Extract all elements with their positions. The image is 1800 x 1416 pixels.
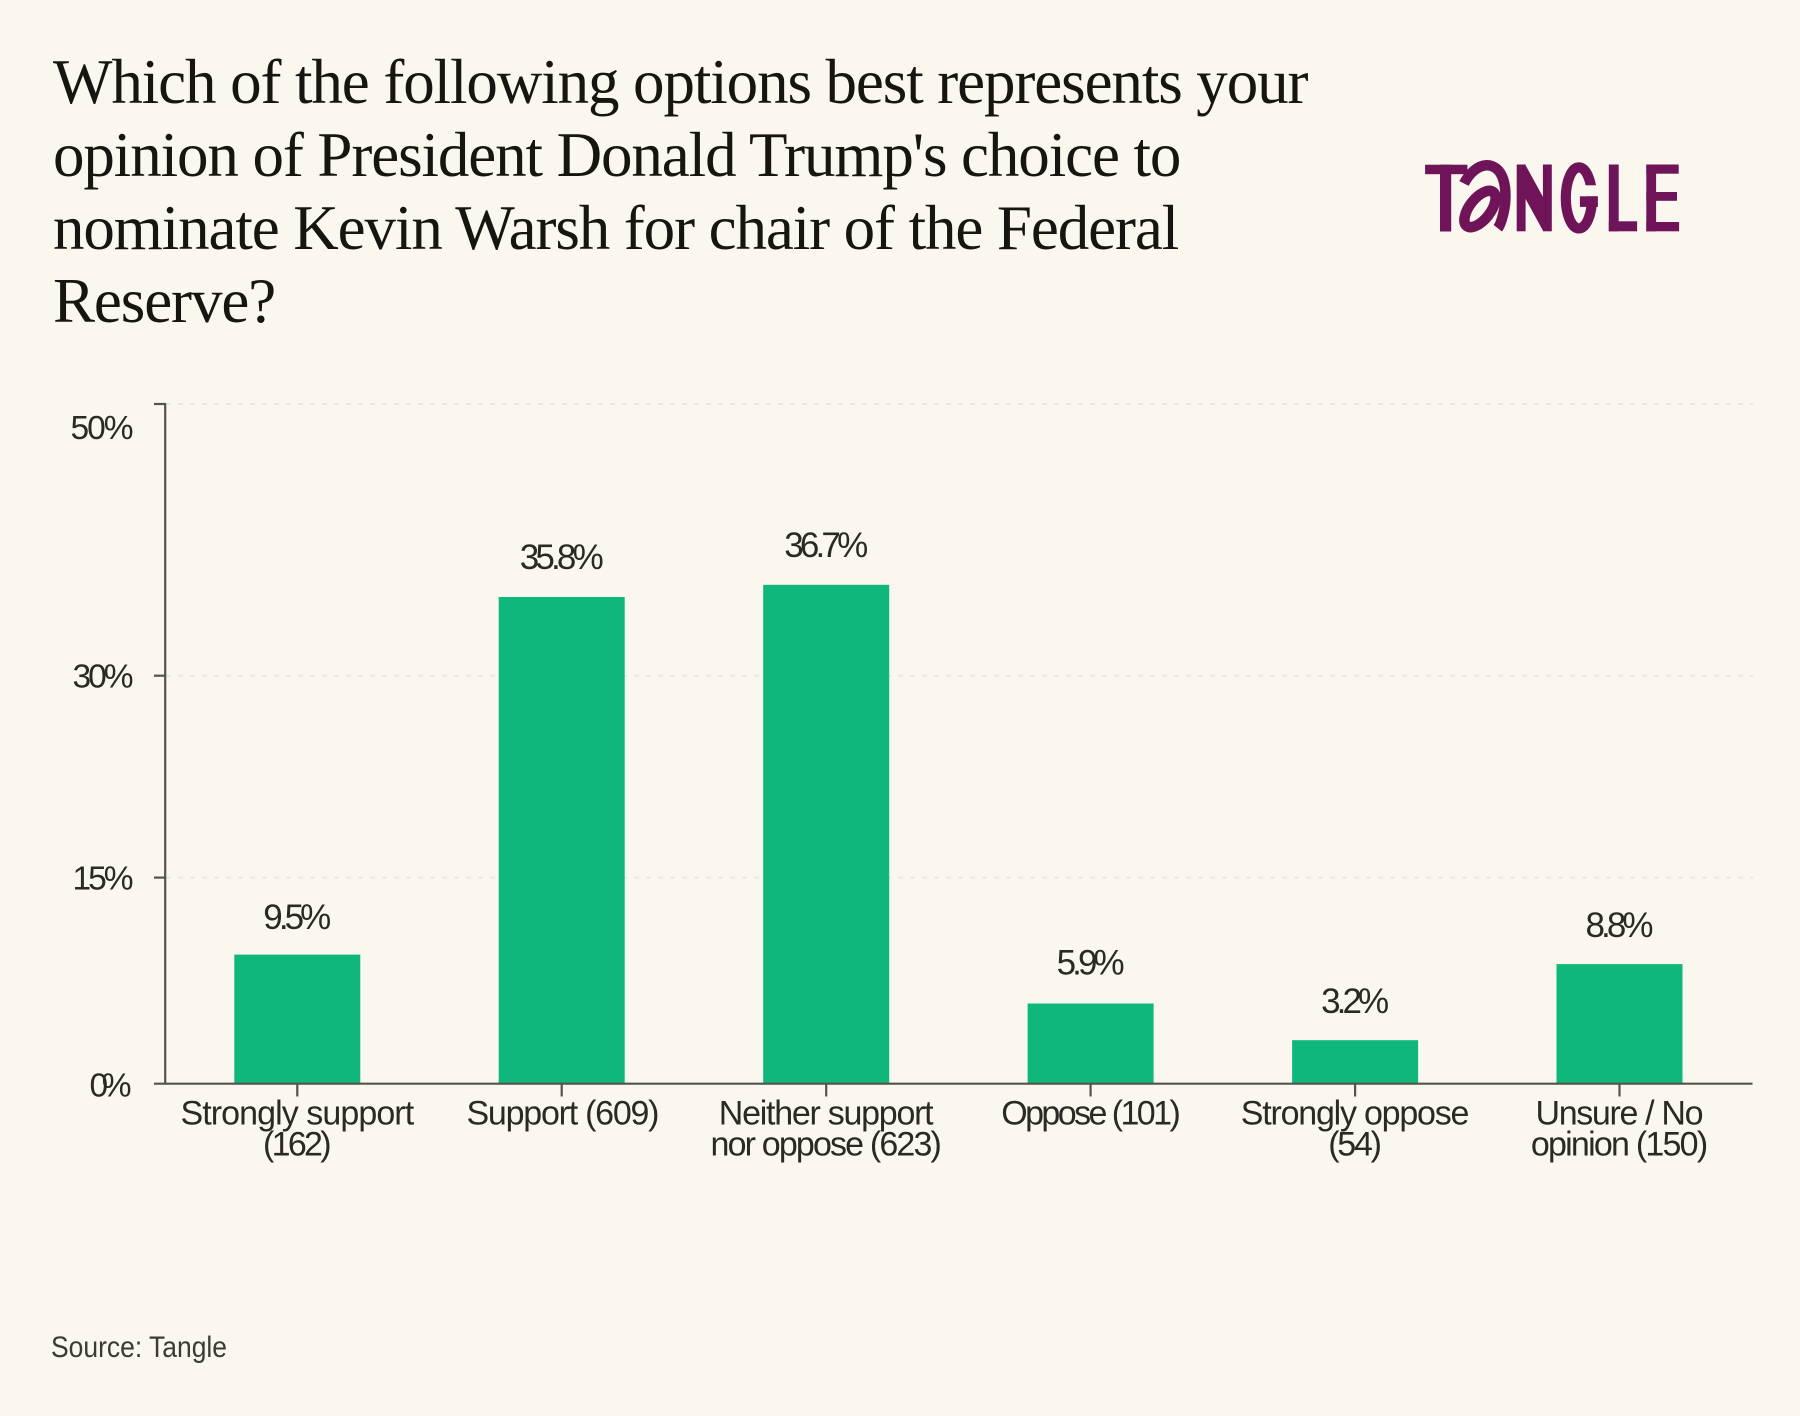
svg-text:0%: 0% [90,1068,132,1105]
svg-text:8.8%: 8.8% [1586,906,1654,945]
svg-text:36.7%: 36.7% [784,526,868,565]
svg-text:opinion (150): opinion (150) [1531,1126,1708,1164]
svg-text:30%: 30% [73,659,134,696]
svg-text:Neither support: Neither support [719,1095,934,1133]
svg-text:35.8%: 35.8% [520,538,604,577]
svg-text:(162): (162) [263,1126,332,1164]
svg-text:Oppose (101): Oppose (101) [1001,1095,1181,1133]
svg-text:nor oppose (623): nor oppose (623) [711,1126,942,1164]
svg-text:50%: 50% [71,410,134,447]
svg-text:Unsure / No: Unsure / No [1536,1095,1704,1133]
svg-text:Support (609): Support (609) [467,1095,660,1133]
svg-text:15%: 15% [73,861,134,898]
svg-text:Strongly support: Strongly support [180,1095,414,1133]
svg-text:Source: Tangle: Source: Tangle [51,1331,227,1364]
svg-text:Strongly oppose: Strongly oppose [1241,1095,1470,1133]
svg-text:9.5%: 9.5% [263,898,331,937]
svg-text:(54): (54) [1328,1126,1382,1164]
svg-text:3.2%: 3.2% [1321,982,1389,1021]
svg-text:5.9%: 5.9% [1057,943,1125,982]
